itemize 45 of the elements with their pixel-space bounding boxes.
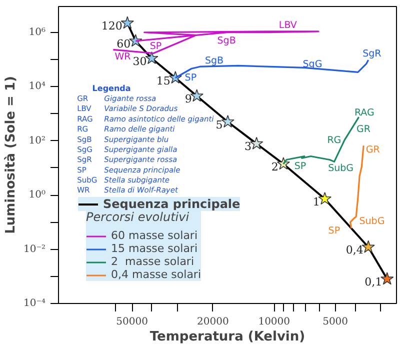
legend-label: 0,4 masse solari xyxy=(111,268,202,281)
y-tick-label: 10⁴ xyxy=(28,81,46,92)
annotation: 15 xyxy=(156,74,170,88)
y-tick-label: 10⁶ xyxy=(28,26,46,38)
annotation: SgB xyxy=(217,35,236,46)
annotation: Legenda xyxy=(92,84,131,93)
annotation: GR xyxy=(366,144,380,156)
annotation: SubG xyxy=(359,216,385,228)
annotation: 9 xyxy=(184,92,192,106)
annotation: SP xyxy=(184,72,197,84)
annotation: SgB xyxy=(204,55,224,66)
y-tick-label: 10⁻⁴ xyxy=(23,298,46,309)
annotation: SubG xyxy=(328,162,354,174)
annotation: 0,4 xyxy=(346,244,364,257)
legend-label: 2 masse solari xyxy=(111,255,194,268)
x-tick-label: 50000 xyxy=(116,316,148,328)
y-tick-label: 10⁻² xyxy=(23,244,46,255)
annotation: 30 xyxy=(132,54,147,68)
x-tick-label: 5000 xyxy=(322,316,348,328)
y-axis-title: Luminosità (Sole = 1) xyxy=(3,76,18,234)
annotation: 2 xyxy=(271,160,278,174)
y-tick-label: 10² xyxy=(28,135,46,146)
annotation: 3 xyxy=(244,140,252,154)
annotation: SP xyxy=(294,160,306,172)
annotation: 120 xyxy=(101,20,122,33)
annotation: SP xyxy=(328,226,340,237)
x-tick-label: 20000 xyxy=(197,316,229,328)
annotation: SgR xyxy=(362,48,382,60)
x-axis-title: Temperatura (Kelvin) xyxy=(150,330,306,344)
x-tick-label: 10000 xyxy=(258,316,290,328)
annotation: WR xyxy=(114,51,132,62)
annotation: 5 xyxy=(216,118,223,132)
annotation: SP xyxy=(150,40,162,52)
legend-label: 15 masse solari xyxy=(111,242,198,255)
annotation: RG xyxy=(327,135,342,146)
y-tick-label: 10⁰ xyxy=(28,190,46,201)
annotation: 0,1 xyxy=(364,276,382,289)
legend-label: Sequenza principale xyxy=(103,197,240,211)
annotation: 1 xyxy=(312,195,320,208)
annotation: GR xyxy=(356,124,371,135)
legend-title: Percorsi evolutivi xyxy=(86,210,190,224)
annotation: LBV xyxy=(278,20,298,32)
legend-label: 60 masse solari xyxy=(111,229,198,242)
annotation: RAG xyxy=(354,108,374,119)
annotation: 60 xyxy=(116,38,131,51)
